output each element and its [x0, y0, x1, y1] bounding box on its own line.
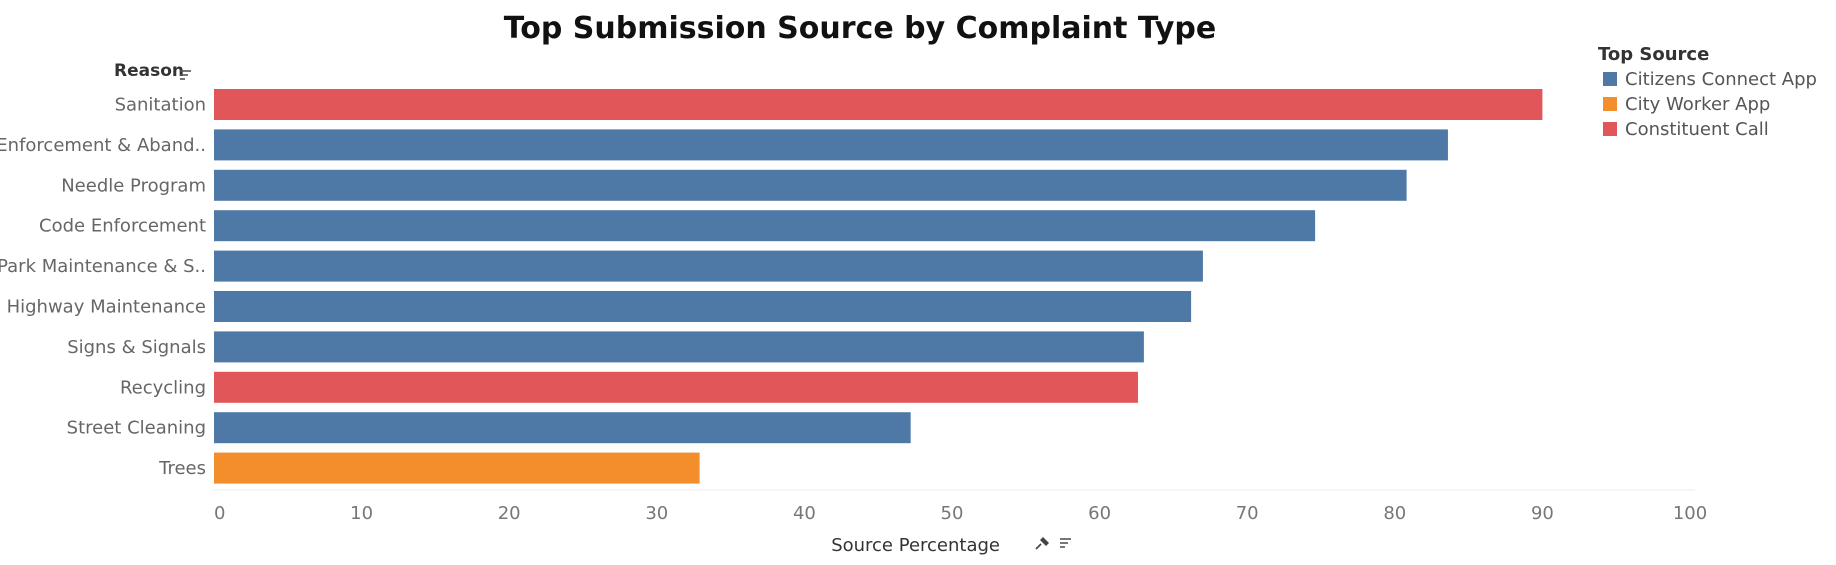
row-header-label: Reason [114, 61, 184, 81]
bars-group [214, 89, 1543, 484]
legend-swatch [1603, 97, 1617, 111]
category-label: Code Enforcement [39, 216, 206, 237]
bar-needle-program[interactable] [214, 169, 1407, 201]
legend-label: Constituent Call [1625, 119, 1769, 140]
bar-highway-maintenance[interactable] [214, 291, 1192, 322]
category-label: Highway Maintenance [7, 297, 206, 318]
category-labels: Sanitation Enforcement & Aband.. Needle Pr… [0, 95, 206, 480]
x-tick-label: 20 [498, 503, 521, 524]
pin-icon[interactable] [1035, 537, 1049, 550]
category-label: Enforcement & Aband.. [0, 135, 206, 156]
sort-icon[interactable] [180, 70, 191, 80]
legend-swatch [1603, 122, 1617, 136]
bar-sanitation[interactable] [214, 89, 1543, 120]
category-label: Street Cleaning [67, 418, 206, 439]
bar-park-maintenance-s[interactable] [214, 250, 1203, 282]
category-label: Trees [158, 458, 206, 479]
x-tick-label: 90 [1531, 503, 1554, 524]
bar-recycling[interactable] [214, 371, 1138, 403]
legend-label: Citizens Connect App [1625, 69, 1817, 90]
x-axis-title[interactable]: Source Percentage [831, 535, 1071, 556]
x-tick-label: 10 [350, 503, 373, 524]
bar-enforcement-aband[interactable] [214, 129, 1448, 161]
bar-trees[interactable] [214, 452, 700, 484]
x-tick-label: 50 [941, 503, 964, 524]
bar-street-cleaning[interactable] [214, 412, 911, 444]
legend: Top Source Citizens Connect App City Work… [1598, 44, 1817, 140]
category-label: Signs & Signals [67, 337, 206, 358]
bar-code-enforcement[interactable] [214, 210, 1316, 242]
legend-swatch [1603, 72, 1617, 86]
legend-items: Citizens Connect App City Worker App Const… [1603, 69, 1817, 140]
legend-item[interactable]: City Worker App [1603, 94, 1770, 115]
x-axis-ticks: 0 10 20 30 40 50 60 70 80 90 100 [214, 503, 1707, 524]
x-tick-label: 30 [645, 503, 668, 524]
legend-label: City Worker App [1625, 94, 1770, 115]
category-label: Recycling [120, 377, 206, 398]
x-tick-label: 70 [1236, 503, 1259, 524]
x-tick-label: 100 [1673, 503, 1707, 524]
legend-item[interactable]: Constituent Call [1603, 119, 1769, 140]
sort-icon[interactable] [1060, 538, 1071, 548]
bar-signs-signals[interactable] [214, 331, 1144, 363]
category-label: Park Maintenance & S.. [0, 256, 206, 277]
category-label: Needle Program [61, 175, 206, 196]
x-tick-label: 60 [1088, 503, 1111, 524]
x-tick-label: 40 [793, 503, 816, 524]
row-header[interactable]: Reason [114, 61, 191, 81]
x-axis-title-label: Source Percentage [831, 535, 1000, 556]
legend-item[interactable]: Citizens Connect App [1603, 69, 1817, 90]
chart-title: Top Submission Source by Complaint Type [504, 11, 1216, 46]
legend-title: Top Source [1598, 44, 1709, 65]
category-label: Sanitation [115, 95, 206, 116]
x-tick-label: 80 [1383, 503, 1406, 524]
x-tick-label: 0 [214, 503, 225, 524]
